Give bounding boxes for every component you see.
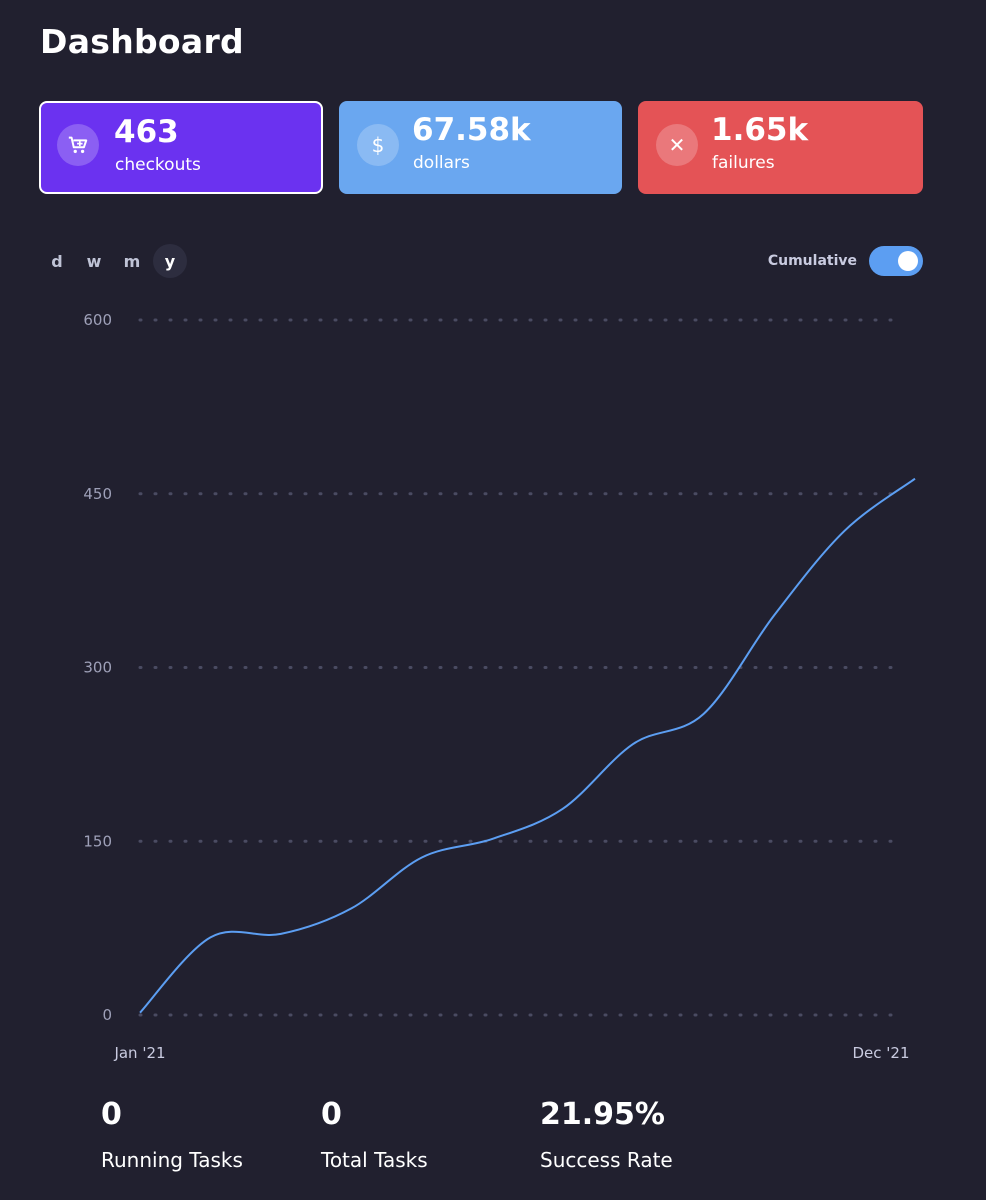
failures-card[interactable]: ✕ 1.65k failures [638,101,923,194]
range-tab-month[interactable]: m [123,251,141,271]
running-tasks-label: Running Tasks [101,1148,243,1172]
total-tasks-label: Total Tasks [321,1148,428,1172]
y-tick-label: 300 [83,659,112,677]
running-tasks-value: 0 [101,1097,122,1132]
success-rate-value: 21.95% [540,1097,665,1132]
cart-icon [57,124,99,166]
y-tick-label: 0 [102,1006,112,1024]
series-line [139,477,916,1014]
dollars-card[interactable]: $ 67.58k dollars [339,101,622,194]
range-tab-day[interactable]: d [51,251,63,271]
range-tab-week[interactable]: w [86,251,102,271]
range-tab-year[interactable]: y [153,244,187,278]
checkouts-label: checkouts [115,155,201,175]
cumulative-toggle-group: Cumulative [768,245,923,277]
failures-value: 1.65k [711,112,809,148]
y-tick-label: 600 [83,311,112,329]
dollars-value: 67.58k [412,112,531,148]
close-icon: ✕ [656,124,698,166]
running-tasks-stat: 0 Running Tasks [101,1097,243,1173]
y-tick-label: 450 [83,485,112,503]
total-tasks-value: 0 [321,1097,342,1132]
cumulative-toggle[interactable] [869,246,923,276]
success-rate-label: Success Rate [540,1148,673,1172]
x-tick-label: Jan '21 [113,1044,165,1062]
page-title: Dashboard [40,22,244,61]
checkouts-value: 463 [114,114,179,150]
y-tick-label: 150 [83,832,112,850]
cumulative-label: Cumulative [767,253,857,269]
dollar-icon: $ [357,124,399,166]
checkouts-card[interactable]: 463 checkouts [39,101,323,194]
failures-label: failures [712,153,775,173]
total-tasks-stat: 0 Total Tasks [321,1097,428,1173]
dollars-label: dollars [413,153,470,173]
success-rate-stat: 21.95% Success Rate [540,1097,673,1173]
toggle-knob [898,251,918,271]
x-tick-label: Dec '21 [852,1044,909,1062]
checkouts-line-chart: 0 150 300 450 600 Jan '21 Dec '21 [83,311,916,1062]
